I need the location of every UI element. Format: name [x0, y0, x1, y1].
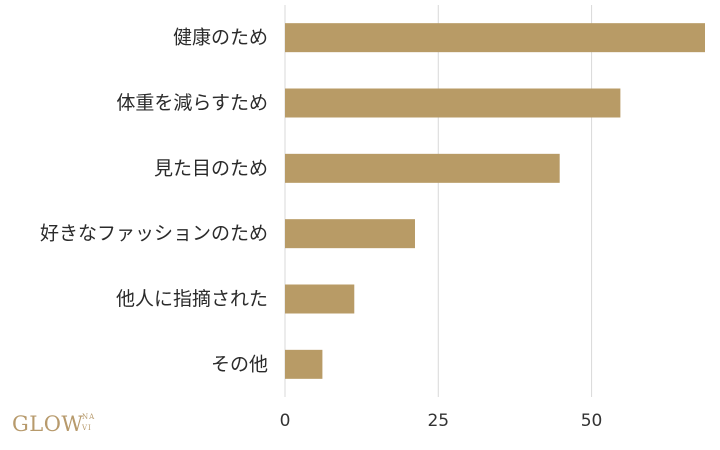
glow-navi-logo: GLOW NA VI	[12, 412, 95, 436]
grid-lines	[284, 5, 593, 397]
bars	[285, 23, 705, 379]
bar	[285, 284, 355, 314]
x-tick-label: 0	[280, 411, 291, 431]
category-label: 見た目のため	[154, 157, 268, 179]
bar	[285, 88, 621, 118]
bar	[285, 23, 705, 53]
logo-text: GLOW	[12, 412, 84, 436]
category-label: 体重を減らすため	[116, 92, 268, 114]
logo-sub-bottom: VI	[81, 424, 92, 432]
category-label: 他人に指摘された	[116, 288, 268, 310]
category-label: その他	[211, 353, 268, 375]
bar	[285, 219, 415, 249]
category-label: 好きなファッションのため	[40, 223, 268, 245]
bar	[285, 349, 323, 379]
x-axis-ticks: 0 25 50	[280, 411, 603, 431]
category-label: 健康のため	[173, 27, 268, 49]
logo-sub-top: NA	[82, 413, 95, 421]
x-tick-label: 25	[427, 411, 449, 431]
x-tick-label: 50	[581, 411, 603, 431]
bar	[285, 153, 560, 183]
category-labels: 健康のため体重を減らすため見た目のため好きなファッションのため他人に指摘されたそ…	[40, 27, 268, 376]
